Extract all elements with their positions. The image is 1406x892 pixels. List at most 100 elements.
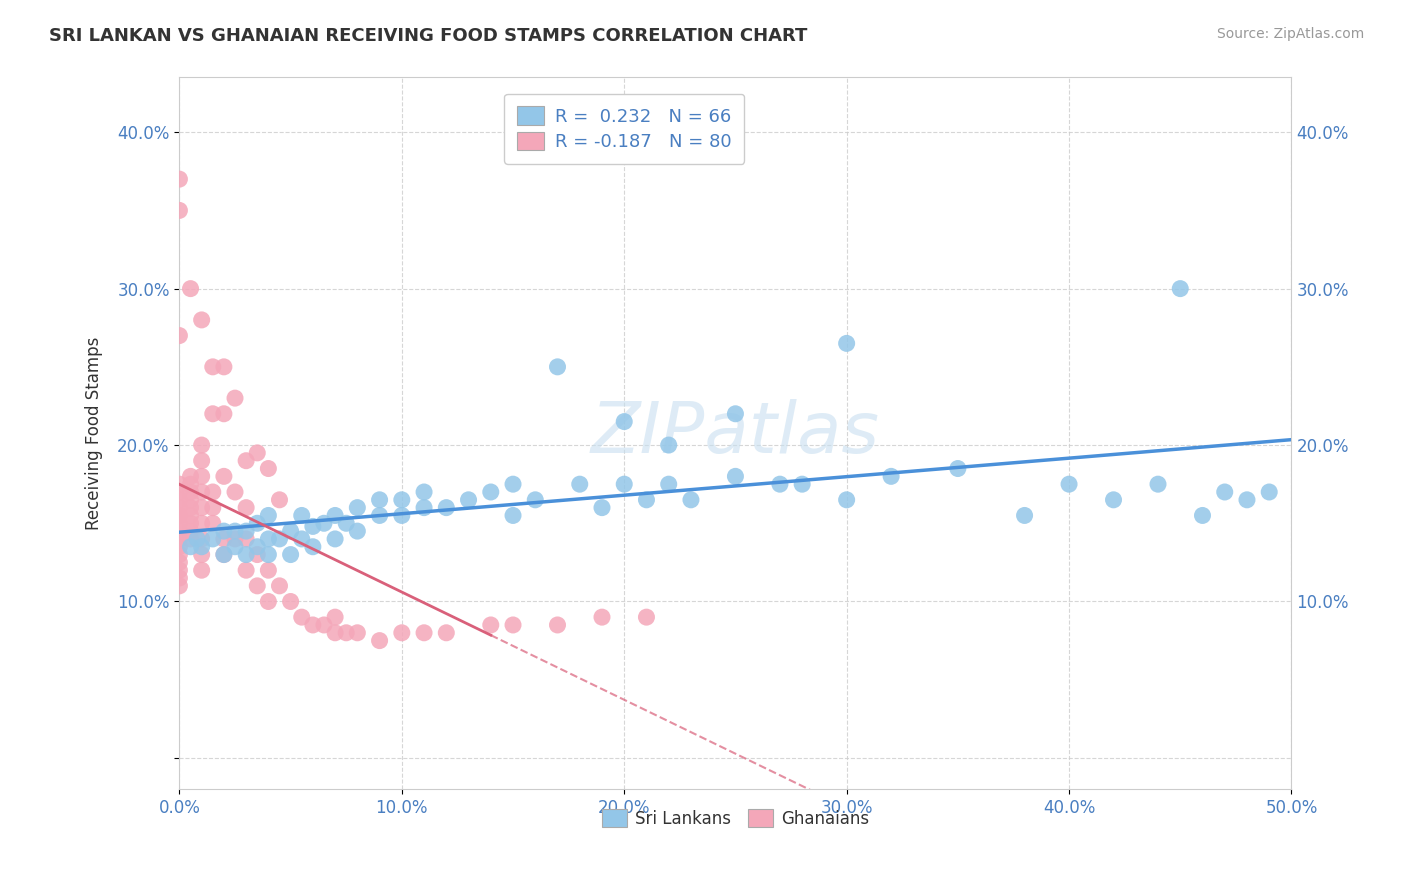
Point [235,524,257,538]
Point [212,359,235,374]
Point [190,563,212,577]
Point [169,563,191,577]
Point [201,516,224,531]
Point [1191,508,1213,523]
Point [479,618,502,632]
Point [190,532,212,546]
Point [302,519,325,533]
Point [280,524,302,538]
Point [212,548,235,562]
Point [1147,477,1170,491]
Point [169,508,191,523]
Point [212,407,235,421]
Point [224,532,246,546]
Point [323,508,346,523]
Point [186,532,208,546]
Point [792,477,814,491]
Point [169,532,191,546]
Point [835,336,858,351]
Point [190,438,212,452]
Point [1057,477,1080,491]
Point [180,540,202,554]
Point [169,516,191,531]
Point [169,328,191,343]
Point [201,500,224,515]
Point [169,540,191,554]
Point [235,500,257,515]
Point [180,500,202,515]
Point [180,524,202,538]
Point [212,532,235,546]
Point [224,540,246,554]
Point [235,548,257,562]
Point [312,516,335,531]
Point [502,477,524,491]
Point [568,477,591,491]
Text: Source: ZipAtlas.com: Source: ZipAtlas.com [1216,27,1364,41]
Point [257,508,280,523]
Point [1258,485,1281,500]
Point [391,625,413,640]
Point [591,500,613,515]
Point [257,548,280,562]
Point [257,594,280,608]
Point [201,359,224,374]
Point [169,571,191,585]
Point [212,524,235,538]
Point [613,477,636,491]
Point [169,524,191,538]
Point [190,485,212,500]
Point [169,548,191,562]
Point [190,548,212,562]
Point [269,579,291,593]
Point [835,492,858,507]
Point [169,172,191,186]
Point [346,500,368,515]
Point [180,532,202,546]
Point [280,548,302,562]
Point [1236,492,1258,507]
Point [434,625,457,640]
Point [190,500,212,515]
Point [368,492,391,507]
Point [224,524,246,538]
Point [212,548,235,562]
Point [190,516,212,531]
Point [235,453,257,467]
Point [724,469,747,483]
Point [880,469,903,483]
Point [413,485,436,500]
Point [246,446,269,460]
Point [302,618,325,632]
Point [724,407,747,421]
Point [169,492,191,507]
Point [368,508,391,523]
Point [413,625,436,640]
Point [246,548,269,562]
Point [269,532,291,546]
Point [246,540,269,554]
Point [291,610,314,624]
Point [636,492,658,507]
Text: SRI LANKAN VS GHANAIAN RECEIVING FOOD STAMPS CORRELATION CHART: SRI LANKAN VS GHANAIAN RECEIVING FOOD ST… [49,27,807,45]
Point [1213,485,1236,500]
Point [212,469,235,483]
Point [547,359,569,374]
Point [335,516,357,531]
Point [547,618,569,632]
Point [180,477,202,491]
Point [180,516,202,531]
Point [257,461,280,475]
Point [169,485,191,500]
Point [257,532,280,546]
Point [302,540,325,554]
Point [257,563,280,577]
Point [613,415,636,429]
Point [1102,492,1125,507]
Point [246,579,269,593]
Point [769,477,792,491]
Point [169,508,191,523]
Point [291,508,314,523]
Point [224,485,246,500]
Point [169,477,191,491]
